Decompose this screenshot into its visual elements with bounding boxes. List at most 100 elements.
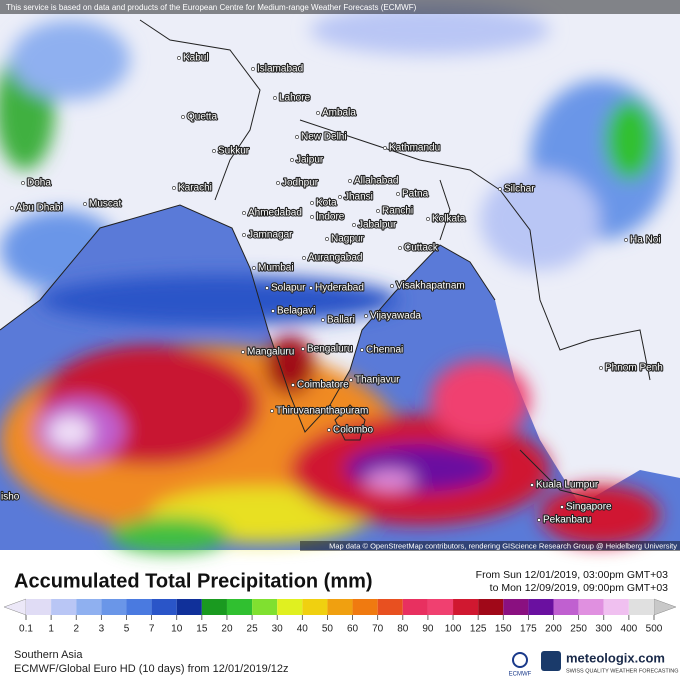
legend-tick-label: 40 [297, 624, 309, 635]
legend-swatch [126, 599, 152, 615]
tagline: SWISS QUALITY WEATHER FORECASTING [566, 668, 679, 674]
brand: meteologix.com [566, 650, 665, 665]
city-dot [383, 146, 387, 150]
model: ECMWF/Global Euro HD (10 days) from 12/0… [14, 663, 289, 675]
city-label: Jamnagar [248, 230, 293, 241]
city-dot [290, 158, 294, 162]
city-label: Allahabad [354, 176, 398, 187]
attribution-bar [300, 541, 680, 551]
city-dot [325, 237, 329, 241]
city-label: Singapore [566, 502, 612, 513]
city-label: Patna [402, 189, 429, 200]
legend-swatch [453, 599, 479, 615]
city-dot [177, 56, 181, 60]
city-dot [270, 409, 274, 413]
legend-tick-label: 90 [422, 624, 434, 635]
period-from: From Sun 12/01/2019, 03:00pm GMT+03 [476, 569, 668, 581]
city-dot [537, 518, 541, 522]
legend-swatch [327, 599, 353, 615]
city-dot [21, 181, 25, 185]
legend-tick-label: 50 [322, 624, 334, 635]
legend-swatch [226, 599, 253, 615]
city-dot [426, 217, 430, 221]
notice: This service is based on data and produc… [6, 3, 417, 12]
city-label: Cuttack [404, 243, 439, 254]
city-label: Kathmandu [389, 143, 440, 154]
legend-tick-label: 80 [397, 624, 409, 635]
city-label: Nagpur [331, 234, 364, 245]
legend-swatch [402, 599, 428, 615]
legend-swatch [76, 599, 102, 615]
legend-tick-label: 250 [570, 624, 587, 635]
city-label: Mumbai [258, 263, 294, 274]
city-dot [327, 428, 331, 432]
ecmwf-logo [512, 652, 528, 668]
legend-swatch [151, 599, 177, 615]
legend-swatch [578, 599, 604, 615]
notice-bar [0, 0, 680, 14]
legend-swatch [628, 599, 654, 615]
region: Southern Asia [14, 649, 83, 661]
legend-swatch [277, 599, 303, 615]
legend-tick-label: 5 [124, 624, 130, 635]
legend-tick-label: 2 [73, 624, 79, 635]
city-dot [376, 209, 380, 213]
city-dot [276, 181, 280, 185]
city-label: Karachi [178, 183, 212, 194]
city-label: Abu Dhabi [16, 203, 63, 214]
legend-tick-label: 60 [347, 624, 359, 635]
city-dot [530, 483, 534, 487]
legend-swatch [427, 599, 454, 615]
legend-tick-label: 500 [646, 624, 663, 635]
city-label: isho [1, 492, 20, 503]
city-dot [396, 192, 400, 196]
city-label: Vijayawada [370, 311, 421, 322]
legend-swatch [252, 599, 278, 615]
map: Kabul Islamabad Lahore Quetta Ambala New Delh… [0, 0, 680, 553]
legend-swatch [176, 599, 202, 615]
city-label: Doha [27, 178, 51, 189]
city-label: Aurangabad [308, 253, 363, 264]
city-dot [172, 186, 176, 190]
legend-tick-label: 70 [372, 624, 384, 635]
city-label: Jhansi [344, 192, 373, 203]
city-dot [316, 111, 320, 115]
city-label: Kolkata [432, 214, 466, 225]
city-label: Jodhpur [282, 178, 319, 189]
legend-tick-label: 200 [545, 624, 562, 635]
city-dot [242, 233, 246, 237]
city-labels: Kabul Islamabad Lahore Quetta Ambala New Delh… [0, 52, 664, 527]
legend-swatch [352, 599, 378, 615]
city-label: Kota [316, 198, 337, 209]
city-dot [624, 238, 628, 242]
legend-arrow-low [3, 598, 27, 616]
city-dot [251, 67, 255, 71]
city-label: Silchar [504, 184, 535, 195]
period-to: to Mon 12/09/2019, 09:00pm GMT+03 [490, 582, 668, 594]
panel-title: Accumulated Total Precipitation (mm) [14, 570, 373, 592]
legend-swatch [553, 599, 579, 615]
city-label: Chennai [366, 345, 403, 356]
city-label: Colombo [333, 425, 373, 436]
legend-tick-label: 125 [470, 624, 487, 635]
city-label: Belagavi [277, 306, 315, 317]
precip-land [0, 5, 670, 290]
city-dot [338, 195, 342, 199]
legend-swatch [377, 599, 403, 615]
city-label: Quetta [187, 112, 217, 123]
city-label: New Delhi [301, 132, 347, 143]
city-dot [83, 202, 87, 206]
legend-swatch [101, 599, 127, 615]
city-label: Coimbatore [297, 380, 349, 391]
city-dot [364, 314, 368, 318]
city-label: Ambala [322, 108, 356, 119]
city-dot [390, 284, 394, 288]
legend-tick-label: 150 [495, 624, 512, 635]
legend-tick-label: 7 [149, 624, 155, 635]
city-label: Thanjavur [355, 375, 400, 386]
city-dot [265, 286, 269, 290]
city-label: Phnom Penh [605, 363, 663, 374]
city-dot [242, 211, 246, 215]
legend-swatch [302, 599, 328, 615]
